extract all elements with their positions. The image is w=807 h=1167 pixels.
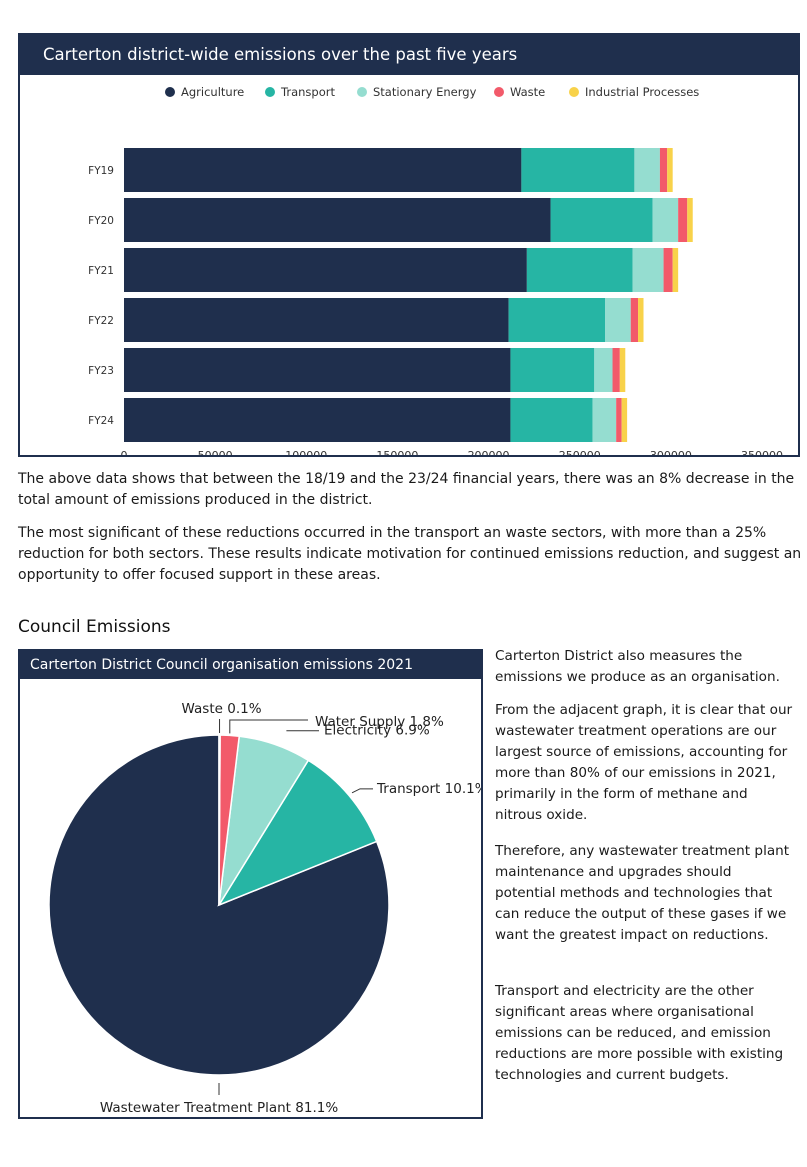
legend-label-transport: Transport	[280, 85, 335, 99]
bar-fy24-waste	[616, 398, 622, 442]
bar-fy22-transport	[508, 298, 606, 342]
pie-slice-waste-0-1	[218, 734, 221, 906]
category-label-fy21: FY21	[88, 265, 114, 277]
bar-fy19-agriculture	[124, 148, 522, 192]
bar-fy19-industrial-processes	[667, 148, 673, 192]
section-title-council-emissions: Council Emissions	[18, 617, 171, 637]
legend-swatch-industrial-processes	[569, 87, 579, 97]
legend: Agriculture Transport Stationary Energy Was…	[165, 85, 699, 99]
bar-fy23-industrial-processes	[619, 348, 626, 392]
x-tick-label: 350000	[741, 449, 783, 455]
x-tick-label: 0	[121, 449, 128, 455]
pie-label-electricity-6-9: Electricity 6.9%	[324, 723, 430, 739]
legend-label-agriculture: Agriculture	[181, 85, 244, 99]
paragraph-district-summary: The above data shows that between the 18…	[18, 471, 795, 508]
bar-fy22-agriculture	[124, 298, 509, 342]
pie-slice-wastewater-treatment-plant-81-1	[48, 734, 390, 1076]
x-tick-label: 150000	[376, 449, 418, 455]
x-tick-label: 100000	[285, 449, 327, 455]
leader-line-water-supply-1-8	[229, 719, 308, 734]
bar-fy19-transport	[521, 148, 635, 192]
pie-label-transport-10-1: Transport 10.1%	[376, 781, 481, 797]
pie-label-water-supply-1-8: Water Supply 1.8%	[315, 714, 444, 730]
district-emissions-chart: Carterton district-wide emissions over t…	[18, 33, 800, 457]
district-chart-title: Carterton district-wide emissions over t…	[20, 35, 798, 75]
side-paragraph-2: From the adjacent graph, it is clear tha…	[495, 702, 793, 823]
bar-fy22-industrial-processes	[638, 298, 644, 342]
bar-fy21-stationary-energy	[632, 248, 664, 292]
legend-swatch-agriculture	[165, 87, 175, 97]
bar-fy23-transport	[510, 348, 595, 392]
legend-label-waste: Waste	[510, 85, 545, 99]
legend-swatch-waste	[494, 87, 504, 97]
x-tick-label: 300000	[650, 449, 692, 455]
legend-label-industrial-processes: Industrial Processes	[585, 85, 699, 99]
legend-swatch-transport	[265, 87, 275, 97]
bar-fy24-transport	[510, 398, 593, 442]
bar-fy22-stationary-energy	[605, 298, 631, 342]
category-label-fy24: FY24	[88, 415, 114, 427]
pie-label-wastewater-treatment-plant-81-1: Wastewater Treatment Plant 81.1%	[100, 1100, 338, 1116]
bar-fy20-agriculture	[124, 198, 551, 242]
bar-fy24-stationary-energy	[592, 398, 617, 442]
bar-fy21-waste	[663, 248, 673, 292]
bar-fy20-industrial-processes	[687, 198, 693, 242]
leader-line-transport-10-1	[351, 788, 373, 794]
bar-fy19-waste	[659, 148, 668, 192]
district-bar-plot: Agriculture Transport Stationary Energy Was…	[88, 85, 783, 455]
x-tick-label: 200000	[468, 449, 510, 455]
side-paragraph-4: Transport and electricity are the other …	[495, 983, 784, 1083]
legend-swatch-stationary-energy	[357, 87, 367, 97]
pie-label-waste-0-1: Waste 0.1%	[182, 701, 262, 717]
council-pie-plot: Wastewater Treatment Plant 81.1% Transpor…	[48, 701, 481, 1116]
bar-fy21-agriculture	[124, 248, 527, 292]
council-chart-title: Carterton District Council organisation …	[20, 651, 481, 679]
category-label-fy19: FY19	[88, 165, 114, 177]
pie-slice-transport-10-1	[217, 759, 378, 907]
x-tick-label: 250000	[559, 449, 601, 455]
bar-fy19-stationary-energy	[634, 148, 660, 192]
category-label-fy22: FY22	[88, 315, 114, 327]
bar-fy20-stationary-energy	[652, 198, 679, 242]
side-paragraph-3: Therefore, any wastewater treatment plan…	[495, 843, 790, 943]
bar-fy20-transport	[550, 198, 653, 242]
bar-fy23-waste	[612, 348, 620, 392]
category-label-fy23: FY23	[88, 365, 114, 377]
bar-fy21-industrial-processes	[672, 248, 679, 292]
category-label-fy20: FY20	[88, 215, 114, 227]
paragraph-reductions: The most significant of these reductions…	[18, 525, 802, 583]
bar-fy20-waste	[678, 198, 688, 242]
bar-fy22-waste	[630, 298, 639, 342]
x-tick-label: 50000	[198, 449, 233, 455]
bar-fy24-industrial-processes	[621, 398, 628, 442]
bar-fy23-stationary-energy	[594, 348, 613, 392]
side-paragraph-1: Carterton District also measures the emi…	[495, 648, 780, 685]
bar-fy23-agriculture	[124, 348, 511, 392]
bar-fy24-agriculture	[124, 398, 511, 442]
council-emissions-chart: Carterton District Council organisation …	[18, 649, 483, 1119]
legend-label-stationary-energy: Stationary Energy	[373, 85, 477, 99]
bar-fy21-transport	[526, 248, 633, 292]
